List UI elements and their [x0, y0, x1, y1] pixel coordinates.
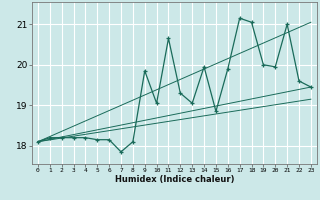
X-axis label: Humidex (Indice chaleur): Humidex (Indice chaleur): [115, 175, 234, 184]
